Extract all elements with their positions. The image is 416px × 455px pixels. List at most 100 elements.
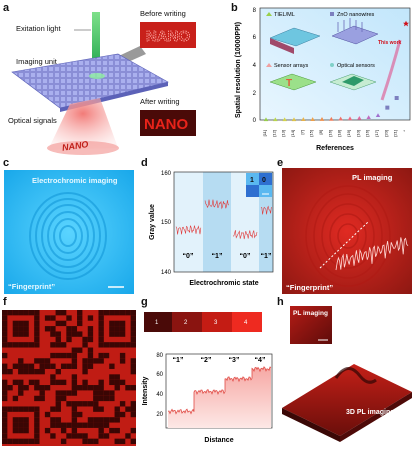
panel-label-b: b [231,2,238,14]
panel-c: Electrochromic imaging “Fingerprint” [0,156,138,296]
b-ref-marker [310,117,315,121]
e-caption: “Fingerprint” [286,283,333,292]
after-word: NANO [144,116,188,133]
x-axis-label: References [316,145,354,152]
b-x-tick: [10] [355,130,360,137]
fingerprint-ridges [29,192,107,280]
b-x-tick: [7] [299,130,304,134]
b-x-tick: [14] [290,130,295,137]
b-ref-marker [385,105,390,110]
svg-text:0: 0 [253,118,257,124]
after-writing-image [140,110,196,136]
d-state-3: “0” [240,253,251,260]
b-ref-marker [282,117,287,122]
b-ref-marker [263,117,269,122]
optical-signals-label: Optical signals [8,116,57,125]
svg-text:1: 1 [155,320,159,326]
panel-f [0,296,138,450]
panel-d-chart: 140 150 160 Gray value Electrochromic st… [149,171,274,287]
c-caption: “Fingerprint” [8,282,55,291]
signal-cone [48,98,118,150]
panel-g: 1 2 3 4 20 40 60 80 Intensity Distance “… [138,296,276,450]
svg-text:40: 40 [156,392,163,398]
b-x-tick: [17] [374,130,379,137]
e-line-profile [319,221,369,269]
plot-area [259,7,411,121]
svg-text:1: 1 [250,177,254,184]
b-ref-marker [301,117,306,121]
g-area [168,366,271,428]
electrochromic-image [4,170,134,294]
svg-text:60: 60 [156,372,163,378]
legend-zno: ZnO nanowires [337,12,375,18]
cone-word: NANO [61,139,89,153]
panel-b-chart: 0 2 4 6 8 Spatial resolution (10000PPI) … [235,7,411,152]
svg-text:160: 160 [161,171,172,177]
b-x-tick: [8] [318,130,323,134]
qr-modules [2,310,136,444]
d-state-2: “1” [212,253,223,260]
d-trace [232,230,258,240]
d-y-ticks: 140 150 160 [161,171,172,276]
y-axis-label: Spatial resolution (10000PPI) [235,22,242,118]
panel-label-c: c [3,157,10,169]
g-y-ticks: 20 40 60 80 [156,353,163,418]
g-level-3: “3” [229,357,240,364]
svg-text:6: 6 [253,35,257,41]
b-ref-marker [375,113,381,117]
panel-e: PL imaging “Fingerprint” [276,156,416,296]
b-x-tick: [20] [383,130,388,137]
c-title: Electrochromic imaging [32,176,118,185]
pl-image [282,168,412,294]
legend-optical: Optical sensors [337,63,375,69]
panel-c-image: Electrochromic imaging “Fingerprint” [4,170,134,294]
panel-a-illustration: NANO Exitation light Imaging unit Optica… [8,9,196,155]
b-ref-marker [319,117,325,121]
svg-text:2: 2 [253,91,257,97]
svg-text:20: 20 [156,412,163,418]
b-ref-marker [347,116,353,121]
b-ref-marker [329,116,334,121]
b-ref-marker [338,116,343,121]
panel-e-image: PL imaging “Fingerprint” [282,168,412,294]
panel-h-image: PL imaging 3D PL imaging [282,306,412,442]
h-main-title: 3D PL imaging [346,409,395,416]
imaging-unit-label: Imaging unit [16,57,58,66]
g-intensity-line [167,366,272,415]
d-traces [175,199,272,240]
svg-text:4: 4 [244,320,248,326]
b-x-tick: * [402,130,407,132]
excitation-label: Exitation light [16,24,62,33]
e-title: PL imaging [352,173,393,182]
b-ref-marker [357,115,362,120]
panel-h: PL imaging 3D PL imaging [276,296,416,450]
g-level-4: “4” [255,357,266,364]
legend-tiel: TIEL/ML [274,12,295,18]
h-3d-surface [282,364,412,436]
d-trace [204,199,230,210]
d-x-label: Electrochromic state [189,280,258,287]
d-trace [260,205,272,215]
before-word: NANO [146,28,190,45]
b-x-tick: [13] [281,130,286,137]
svg-text:150: 150 [161,220,172,226]
g-x-label: Distance [204,437,233,444]
panel-d: 140 150 160 Gray value Electrochromic st… [138,156,276,296]
h-inset-title: PL imaging [293,310,328,317]
panel-label-h: h [277,296,284,308]
svg-text:T: T [286,78,292,89]
after-writing-label: After writing [140,97,180,106]
b-x-tick: [12] [271,130,276,137]
panel-a: NANO Exitation light Imaging unit Optica… [0,0,230,155]
panel-label-g: g [141,296,148,308]
d-state-4: “1” [261,253,272,260]
b-x-tick: [21] [393,130,398,137]
e-intensity-profile [335,237,409,271]
panel-label-e: e [277,157,284,169]
y-ticks: 0 2 4 6 8 [253,8,257,124]
legend-sensor: Sensor arrays [274,63,308,69]
h-inset-image [290,306,332,344]
excitation-beam [92,12,100,74]
d-y-label: Gray value [149,204,156,240]
this-work-label: This work [378,40,402,46]
